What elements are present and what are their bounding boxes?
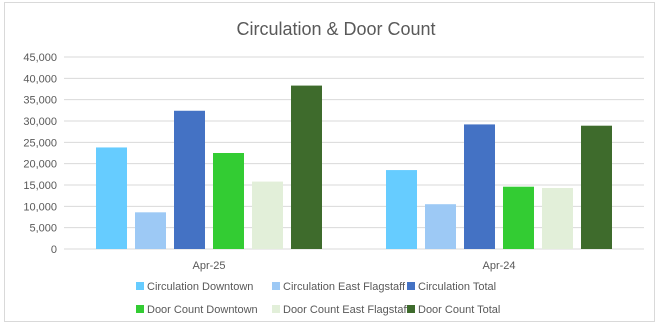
bar [464, 124, 495, 249]
bar [291, 85, 322, 249]
bar [135, 212, 166, 249]
bars [96, 85, 612, 249]
legend-item: Door Count Total [407, 304, 500, 316]
bar [386, 170, 417, 249]
legend-item: Door Count East Flagstaff [272, 304, 410, 316]
y-tick-label: 35,000 [23, 95, 57, 107]
legend: Circulation Downtown Circulation East Fla… [136, 281, 500, 316]
chart-title: Circulation & Door Count [236, 19, 435, 39]
y-tick-label: 5,000 [29, 223, 57, 235]
legend-label: Circulation Total [418, 281, 496, 293]
y-tick-label: 15,000 [23, 180, 57, 192]
y-tick-label: 25,000 [23, 137, 57, 149]
legend-swatch [136, 282, 144, 290]
legend-swatch [272, 305, 280, 313]
legend-label: Door Count Downtown [147, 304, 258, 316]
bar [581, 125, 612, 249]
chart-border [4, 2, 655, 322]
y-tick-label: 40,000 [23, 73, 57, 85]
legend-label: Door Count East Flagstaff [283, 304, 410, 316]
bar [425, 204, 456, 249]
legend-label: Circulation Downtown [147, 281, 253, 293]
x-category-label: Apr-24 [482, 260, 515, 272]
legend-label: Circulation East Flagstaff [283, 281, 406, 293]
legend-item: Door Count Downtown [136, 304, 258, 316]
bar [503, 186, 534, 249]
y-tick-label: 30,000 [23, 116, 57, 128]
y-tick-label: 10,000 [23, 201, 57, 213]
y-axis-tick-labels: 0 5,000 10,000 15,000 20,000 25,000 30,000 35,0… [23, 52, 57, 256]
legend-swatch [136, 305, 144, 313]
bar [252, 181, 283, 249]
legend-swatch [407, 282, 415, 290]
y-tick-label: 0 [51, 244, 57, 256]
bar [174, 110, 205, 249]
bar [96, 147, 127, 249]
x-axis-category-labels: Apr-25 Apr-24 [192, 260, 515, 272]
bar [213, 153, 244, 249]
legend-item: Circulation Downtown [136, 281, 253, 293]
y-tick-label: 20,000 [23, 159, 57, 171]
x-category-label: Apr-25 [192, 260, 225, 272]
legend-item: Circulation East Flagstaff [272, 281, 406, 293]
legend-item: Circulation Total [407, 281, 496, 293]
y-tick-label: 45,000 [23, 52, 57, 64]
bar [542, 187, 573, 249]
legend-swatch [272, 282, 280, 290]
legend-swatch [407, 305, 415, 313]
legend-label: Door Count Total [418, 304, 500, 316]
